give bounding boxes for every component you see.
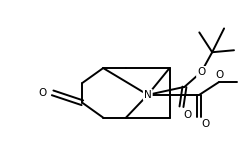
Text: O: O [38,88,47,98]
Text: O: O [215,70,223,80]
Text: O: O [184,110,192,120]
Text: N: N [144,90,152,100]
Text: O: O [197,67,205,77]
Text: O: O [201,119,210,129]
